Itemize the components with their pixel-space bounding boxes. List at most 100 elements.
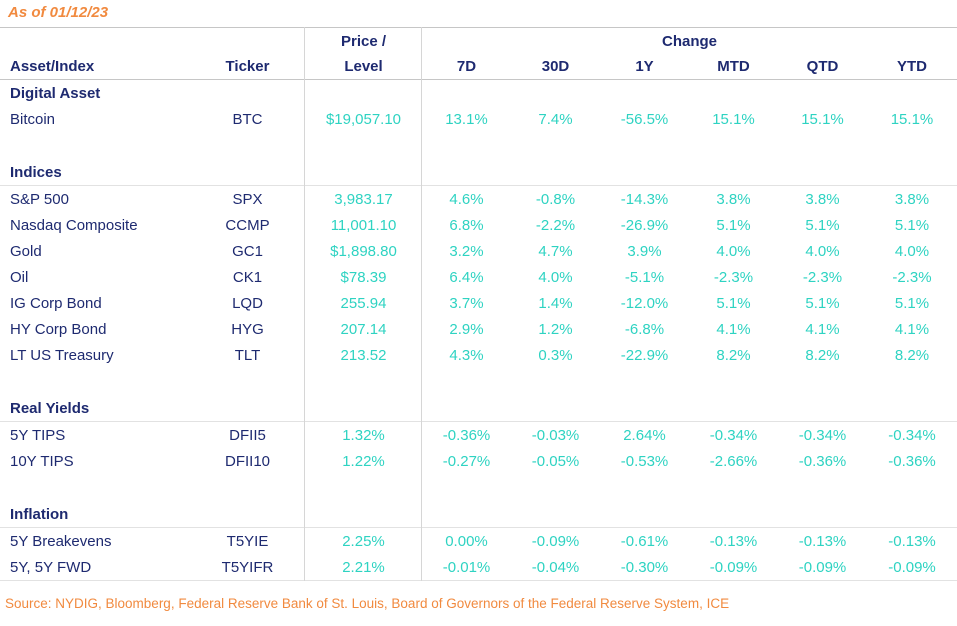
change-cell-30d: 7.4% — [538, 110, 573, 128]
change-cell-30d: -0.09% — [531, 532, 580, 550]
change-cell-1y: -0.61% — [620, 532, 669, 550]
change-cell-7d: 3.2% — [449, 242, 484, 260]
change-cell-7d: 13.1% — [445, 110, 488, 128]
col-header-1y: 1Y — [635, 58, 654, 75]
section-label: Digital Asset — [10, 84, 101, 102]
change-cell-mtd: 3.8% — [716, 190, 751, 208]
col-header-ytd: YTD — [897, 58, 927, 75]
change-cell-1y: -56.5% — [620, 110, 669, 128]
col-header-price-line1: Price / — [340, 32, 387, 50]
ticker-cell: BTC — [232, 110, 263, 128]
change-cell-30d: -2.2% — [535, 216, 576, 234]
table-row: S&P 500 SPX 3,983.17 4.6% -0.8% -14.3% 3.8% 3.8… — [0, 186, 957, 212]
table-row: Nasdaq Composite CCMP 11,001.10 6.8% -2.2% -2… — [0, 212, 957, 238]
change-cell-1y: -26.9% — [620, 216, 669, 234]
section-header-row: Indices — [0, 160, 957, 186]
asset-cell: Gold — [10, 242, 42, 260]
asset-cell: Oil — [10, 268, 29, 286]
change-cell-qtd: 5.1% — [805, 294, 840, 312]
section-label: Inflation — [10, 506, 69, 523]
change-cell-ytd: -0.13% — [888, 532, 936, 550]
section-label: Real Yields — [10, 400, 90, 417]
change-cell-qtd: 15.1% — [801, 110, 844, 128]
change-cell-7d: 4.6% — [449, 190, 484, 208]
as-of-date: As of 01/12/23 — [8, 4, 109, 21]
source-note: Source: NYDIG, Bloomberg, Federal Reserv… — [5, 596, 730, 611]
column-divider-change — [421, 27, 422, 581]
market-table: Price / Change Asset/Index Ticker Level … — [0, 27, 957, 581]
change-cell-30d: 0.3% — [538, 346, 573, 364]
section-spacer — [0, 132, 957, 160]
change-cell-qtd: -0.13% — [798, 532, 847, 550]
change-cell-mtd: 4.0% — [716, 242, 751, 260]
change-cell-ytd: -0.34% — [888, 426, 936, 444]
table-row: IG Corp Bond LQD 255.94 3.7% 1.4% -12.0% 5.1% 5… — [0, 290, 957, 316]
price-cell: 213.52 — [340, 346, 387, 364]
table-row: 5Y TIPS DFII5 1.32% -0.36% -0.03% 2.64% -0.34%… — [0, 422, 957, 448]
section-spacer — [0, 474, 957, 502]
table-body: Digital Asset Bitcoin BTC $19,057.10 13.1% 7.… — [0, 80, 957, 581]
price-cell: 255.94 — [340, 294, 387, 312]
asset-cell: Nasdaq Composite — [10, 216, 138, 234]
ticker-cell: GC1 — [232, 242, 263, 260]
change-cell-1y: 3.9% — [627, 242, 662, 260]
table-row: Gold GC1 $1,898.80 3.2% 4.7% 3.9% 4.0% 4.0% 4.0% — [0, 238, 957, 264]
change-cell-ytd: 3.8% — [894, 190, 930, 208]
price-cell: $1,898.80 — [330, 242, 397, 260]
price-cell: 3,983.17 — [334, 190, 393, 208]
change-cell-1y: -22.9% — [620, 346, 669, 364]
change-cell-ytd: -2.3% — [892, 268, 932, 286]
change-cell-qtd: -2.3% — [802, 268, 843, 286]
change-cell-mtd: 5.1% — [716, 294, 751, 312]
change-cell-qtd: -0.36% — [798, 452, 847, 470]
change-cell-qtd: -0.09% — [798, 558, 847, 576]
change-cell-ytd: -0.09% — [888, 558, 936, 576]
asset-cell: 5Y TIPS — [10, 426, 66, 444]
change-cell-30d: 4.0% — [538, 268, 573, 286]
change-cell-ytd: 15.1% — [890, 110, 934, 128]
ticker-cell: LQD — [232, 294, 263, 312]
change-cell-30d: -0.05% — [531, 452, 580, 470]
col-header-30d: 30D — [541, 58, 570, 75]
change-cell-30d: -0.8% — [535, 190, 576, 208]
table-row: 10Y TIPS DFII10 1.22% -0.27% -0.05% -0.53% -2.… — [0, 448, 957, 474]
table-header: Price / Change Asset/Index Ticker Level … — [0, 27, 957, 80]
change-cell-7d: 2.9% — [449, 320, 484, 338]
change-cell-7d: 6.8% — [449, 216, 484, 234]
change-cell-30d: 1.4% — [538, 294, 573, 312]
ticker-cell: DFII5 — [229, 426, 266, 444]
change-cell-1y: -12.0% — [620, 294, 669, 312]
change-cell-1y: -5.1% — [624, 268, 665, 286]
ticker-cell: SPX — [232, 190, 263, 208]
change-cell-qtd: 3.8% — [805, 190, 840, 208]
change-cell-qtd: 4.0% — [805, 242, 840, 260]
col-header-change-group: Change — [661, 32, 717, 50]
change-cell-1y: 2.64% — [623, 426, 666, 444]
asset-cell: 5Y Breakevens — [10, 532, 112, 550]
ticker-cell: T5YIFR — [221, 558, 274, 576]
change-cell-30d: -0.04% — [531, 558, 580, 576]
price-cell: $78.39 — [340, 268, 387, 286]
change-cell-mtd: -0.09% — [709, 558, 758, 576]
change-cell-ytd: 5.1% — [894, 294, 930, 312]
col-header-ticker: Ticker — [225, 58, 270, 75]
asset-cell: LT US Treasury — [10, 346, 114, 364]
asset-cell: 5Y, 5Y FWD — [10, 558, 92, 576]
table-row: 5Y, 5Y FWD T5YIFR 2.21% -0.01% -0.04% -0.30% -… — [0, 554, 957, 580]
price-cell: 11,001.10 — [330, 216, 397, 234]
change-cell-7d: 6.4% — [449, 268, 484, 286]
section-header-row: Digital Asset — [0, 80, 957, 106]
price-cell: 2.25% — [342, 532, 385, 550]
column-divider-price — [304, 27, 305, 581]
price-cell: 207.14 — [340, 320, 387, 338]
ticker-cell: CCMP — [225, 216, 270, 234]
asset-cell: S&P 500 — [10, 190, 69, 208]
change-cell-qtd: 5.1% — [805, 216, 840, 234]
price-cell: 1.32% — [342, 426, 385, 444]
price-cell: 1.22% — [342, 452, 385, 470]
col-header-asset-index: Asset/Index — [10, 58, 95, 75]
change-cell-ytd: 4.0% — [894, 242, 930, 260]
change-cell-mtd: -2.3% — [713, 268, 754, 286]
change-cell-ytd: 8.2% — [894, 346, 930, 364]
table-row: 5Y Breakevens T5YIE 2.25% 0.00% -0.09% -0.61%… — [0, 528, 957, 554]
